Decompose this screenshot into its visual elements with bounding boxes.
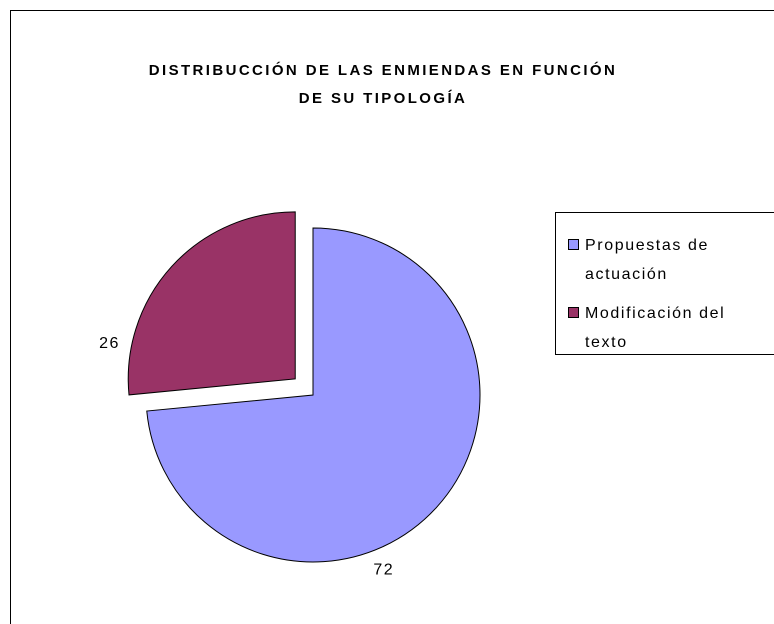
legend-label: Modificación del texto [585,305,726,351]
legend-label: Propuestas de actuación [585,237,709,283]
pie-slice [127,211,296,396]
legend-item: Modificación del texto [568,299,768,357]
chart-title: DE SU TIPOLOGÍA [299,90,468,107]
legend-swatch [568,239,579,250]
chart-frame [10,10,774,624]
data-label: 26 [99,335,120,352]
data-label: 72 [373,561,394,578]
pie-slice [146,227,481,563]
legend: Propuestas de actuación Modificación del … [555,212,774,355]
legend-swatch [568,307,579,318]
chart-title: DISTRIBUCCIÓN DE LAS ENMIENDAS EN FUNCIÓ… [149,61,617,79]
legend-item: Propuestas de actuación [568,231,768,289]
